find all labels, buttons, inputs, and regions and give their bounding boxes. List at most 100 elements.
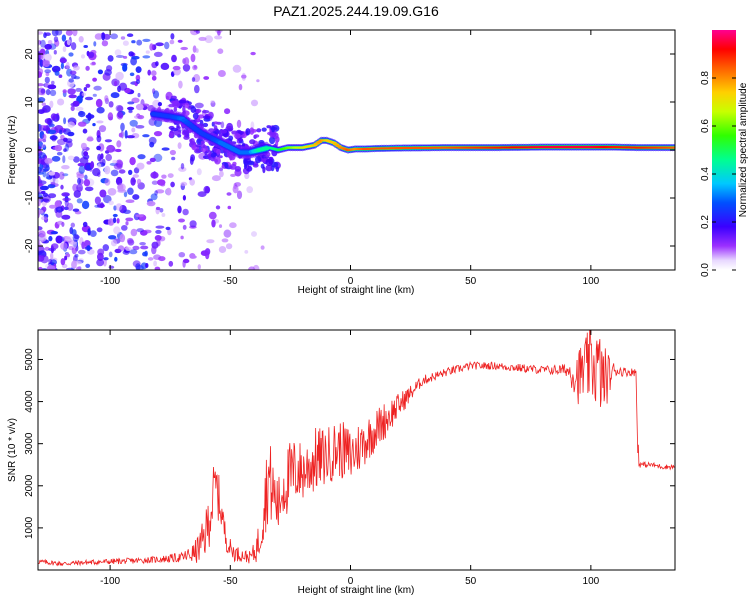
noise-speckle <box>96 258 104 267</box>
noise-speckle <box>204 35 213 44</box>
noise-speckle <box>115 176 123 186</box>
noise-speckle <box>142 103 150 107</box>
noise-speckle <box>101 40 109 47</box>
noise-speckle <box>178 80 183 89</box>
noise-speckle <box>136 178 142 185</box>
noise-speckle <box>223 229 232 238</box>
noise-speckle <box>96 145 101 151</box>
snr-series-line <box>38 330 675 567</box>
noise-speckle <box>128 169 133 175</box>
noise-speckle <box>155 229 162 234</box>
noise-speckle <box>142 251 148 257</box>
noise-speckle <box>236 190 243 200</box>
noise-speckle <box>86 245 91 252</box>
noise-speckle <box>49 89 57 97</box>
noise-speckle <box>67 155 75 161</box>
noise-speckle <box>123 55 128 59</box>
noise-speckle <box>110 239 118 247</box>
ridge-speckle <box>189 138 195 146</box>
noise-speckle <box>145 263 149 268</box>
noise-speckle <box>85 65 90 71</box>
noise-speckle <box>51 135 57 142</box>
noise-speckle <box>169 149 176 156</box>
noise-speckle <box>126 135 135 139</box>
noise-speckle <box>194 102 204 109</box>
noise-speckle <box>229 222 237 229</box>
y-tick-label: 3000 <box>24 432 35 455</box>
ridge-speckle <box>266 125 272 129</box>
noise-speckle <box>180 46 188 51</box>
ridge-speckle <box>269 130 277 138</box>
noise-speckle <box>203 76 210 80</box>
noise-speckle <box>69 70 77 75</box>
colorbar-tick-label: 0.2 <box>700 215 711 229</box>
noise-speckle <box>47 84 57 90</box>
noise-speckle <box>120 36 126 40</box>
ridge-speckle <box>261 127 267 132</box>
noise-speckle <box>77 177 82 185</box>
noise-speckle <box>64 236 74 241</box>
spectrogram-x-label: Height of straight line (km) <box>298 285 415 296</box>
noise-speckle <box>145 50 150 54</box>
ridge-speckle <box>216 148 221 155</box>
noise-speckle <box>232 185 239 194</box>
noise-speckle <box>60 258 66 266</box>
spectrogram-y-ticks: -20 -10 0 10 20 <box>24 48 675 253</box>
noise-speckle <box>135 103 144 111</box>
ridge-speckle <box>208 154 212 161</box>
noise-speckle <box>44 76 50 84</box>
noise-speckle <box>38 191 42 195</box>
noise-speckle <box>219 170 224 178</box>
noise-speckle <box>131 97 140 104</box>
noise-speckle <box>73 65 80 71</box>
noise-speckle <box>125 221 129 226</box>
noise-speckle <box>68 78 74 83</box>
x-tick-label: -100 <box>100 576 120 587</box>
noise-speckle <box>66 68 73 77</box>
noise-speckle <box>246 186 253 194</box>
noise-speckle <box>92 77 97 82</box>
noise-speckle <box>51 65 61 73</box>
noise-speckle <box>45 89 51 96</box>
noise-speckle <box>164 41 170 50</box>
x-tick-label: 100 <box>583 576 600 587</box>
noise-speckle <box>256 79 260 83</box>
noise-speckle <box>205 251 210 260</box>
noise-speckle <box>135 214 144 218</box>
noise-speckle <box>234 182 241 187</box>
noise-speckle <box>38 175 41 183</box>
noise-speckle <box>140 245 149 250</box>
noise-speckle <box>214 35 223 40</box>
noise-speckle <box>241 74 247 79</box>
noise-speckle <box>38 266 43 270</box>
noise-speckle <box>76 183 83 192</box>
noise-speckle <box>195 30 200 34</box>
noise-speckle <box>70 105 75 112</box>
noise-speckle <box>171 156 176 161</box>
noise-speckle <box>102 244 110 252</box>
noise-speckle <box>118 169 126 174</box>
noise-speckle <box>115 71 124 81</box>
noise-speckle <box>192 45 197 53</box>
noise-speckle <box>167 228 172 236</box>
noise-speckle <box>198 36 207 41</box>
noise-speckle <box>221 238 229 243</box>
x-tick-label: -50 <box>223 576 238 587</box>
noise-speckle <box>165 91 173 101</box>
noise-speckle <box>211 175 221 182</box>
noise-speckle <box>110 92 120 99</box>
colorbar-ticks: 0.0 0.2 0.4 0.6 0.8 <box>700 71 736 277</box>
noise-speckle <box>73 190 82 198</box>
noise-speckle <box>113 217 117 224</box>
noise-speckle <box>47 193 57 199</box>
noise-speckle <box>217 70 226 77</box>
noise-speckle <box>119 233 126 243</box>
noise-speckle <box>218 224 223 229</box>
ridge-speckle <box>182 105 186 113</box>
colorbar-label: Normalized spectral amplitude <box>738 82 749 217</box>
ridge-speckle <box>214 156 221 165</box>
noise-speckle <box>115 55 125 58</box>
ridge-speckle <box>183 135 190 140</box>
ridge-speckle <box>220 129 228 134</box>
x-tick-label: 0 <box>348 576 354 587</box>
